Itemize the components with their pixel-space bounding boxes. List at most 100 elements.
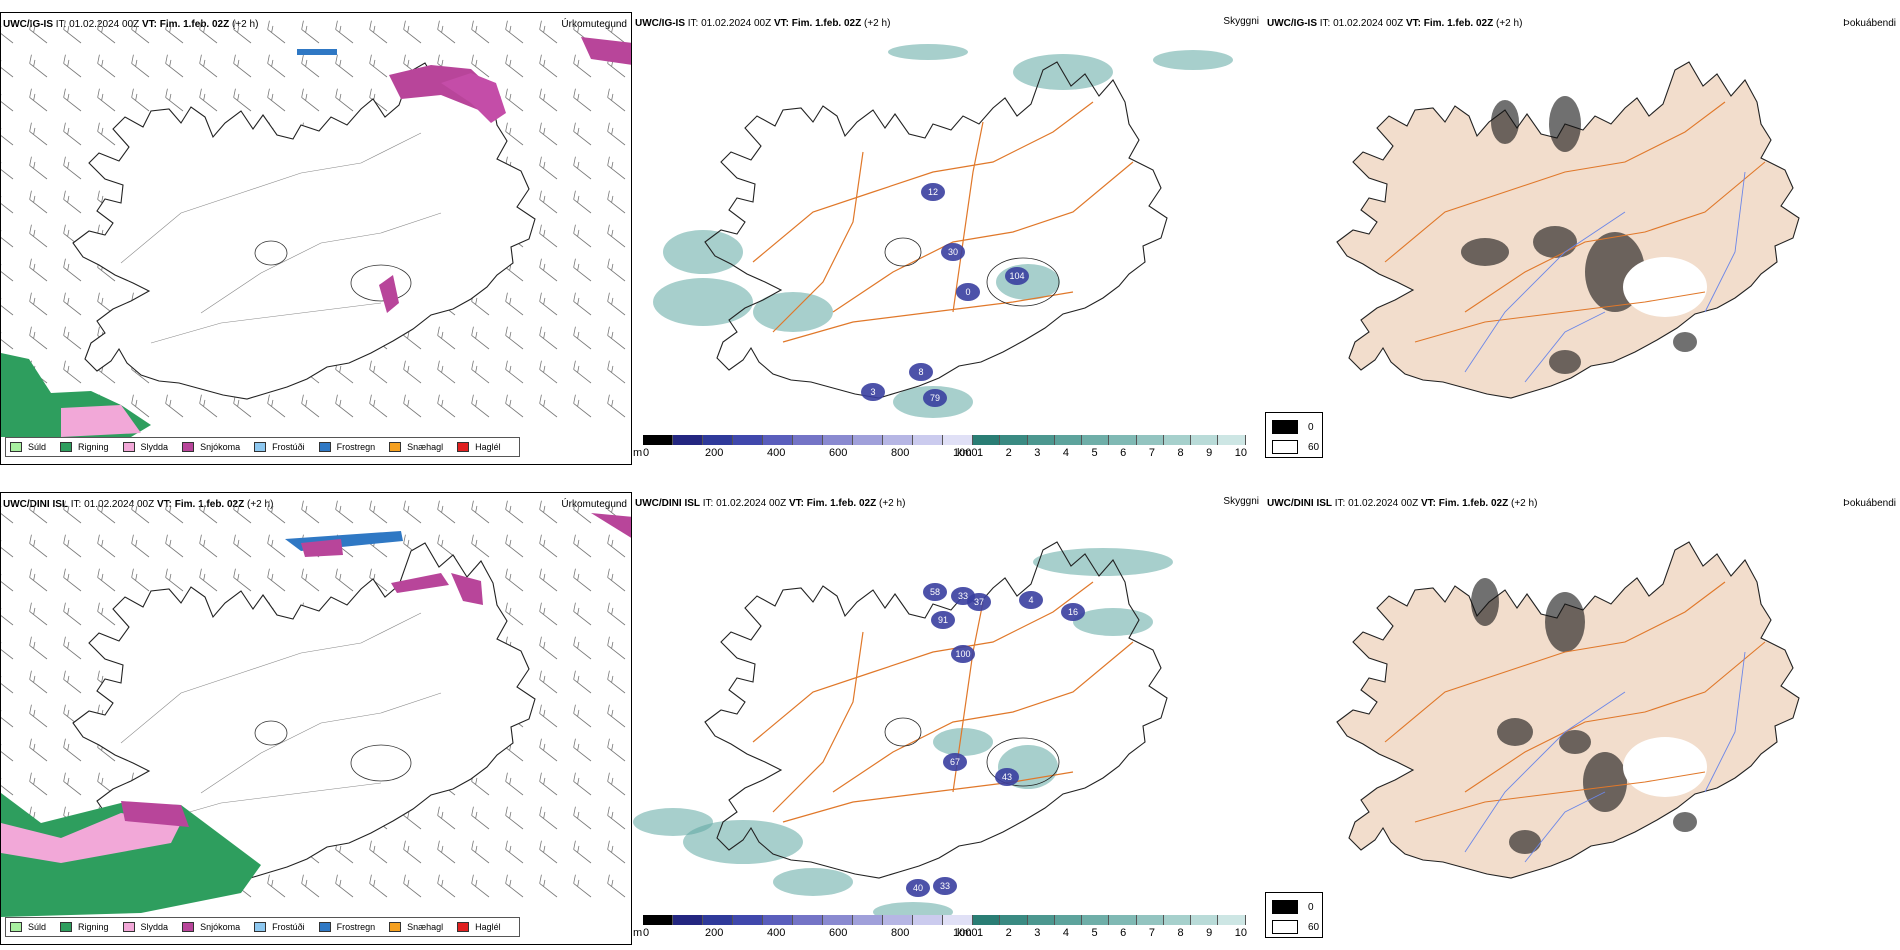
colorbar-tick-label: 800: [891, 927, 910, 939]
cloud-base-label: 16: [1068, 607, 1078, 617]
wind-barb: [607, 636, 626, 660]
wind-barb: [607, 840, 626, 864]
colorbar-unit-label: km: [957, 447, 972, 459]
colorbar-tick-label: 3: [1034, 447, 1041, 459]
colorbar-segment: [943, 435, 973, 445]
wind-barb: [199, 54, 218, 78]
fog-indicator-area: [1545, 592, 1585, 652]
colorbar-tick-label: 200: [705, 447, 724, 459]
legend-item: Frostúði: [254, 922, 305, 932]
wind-barb: [505, 806, 524, 830]
wind-barb: [63, 122, 82, 146]
colorbar-tick-label: 10: [1234, 447, 1247, 459]
wind-barb: [29, 292, 48, 316]
low-visibility-area: [933, 728, 993, 756]
wind-barb: [369, 20, 388, 44]
fog-indicator-area: [1673, 812, 1697, 832]
wind-barb: [301, 394, 320, 418]
fog-indicator-area: [1497, 718, 1533, 746]
colorbar-segment: [1163, 915, 1192, 925]
wind-barb: [539, 156, 558, 180]
wind-barb: [573, 500, 592, 524]
cloud-ceiling-area: [921, 183, 945, 201]
wind-barb: [539, 670, 558, 694]
wind-barb: [437, 326, 456, 350]
wind-barb: [607, 874, 626, 898]
wind-barb: [301, 568, 320, 592]
freezing-rain-area: [297, 49, 337, 55]
colorbar-segment: [823, 915, 853, 925]
legend-swatch: [389, 922, 402, 932]
cloud-base-label: 40: [913, 883, 923, 893]
wind-barb: [1, 607, 14, 626]
visibility-map-bottom: 58 33 37 91 100 4 16 67 43 40 33: [633, 541, 1173, 922]
low-visibility-area: [653, 278, 753, 326]
colorbar-segment: [913, 915, 943, 925]
wind-barb: [165, 20, 184, 44]
legend-swatch: [457, 922, 470, 932]
road-network: [752, 101, 1134, 343]
wind-barb: [199, 500, 218, 524]
legend-swatch: [254, 922, 267, 932]
wind-barb: [539, 258, 558, 282]
wind-barb: [233, 500, 252, 524]
wind-barb: [607, 258, 626, 282]
wind-barb: [607, 88, 626, 112]
wind-barb: [1, 573, 14, 592]
visibility-panel-bottom: UWC/DINI ISL IT: 01.02.2024 00Z VT: Fim.…: [633, 492, 1263, 945]
wind-barb: [233, 568, 252, 592]
wind-barb: [63, 258, 82, 282]
wind-barb: [267, 394, 286, 418]
cloud-base-label: 91: [938, 615, 948, 625]
wind-barb: [573, 88, 592, 112]
wind-barb: [471, 360, 490, 384]
wind-barb: [63, 54, 82, 78]
wind-barb: [573, 806, 592, 830]
wind-barb: [607, 122, 626, 146]
wind-barb: [1, 539, 14, 558]
colorbar-tick-label: 10: [1234, 927, 1247, 939]
glacier-outline: [350, 744, 412, 782]
colorbar-segment: [673, 435, 703, 445]
fog-indicator-area: [1471, 578, 1499, 626]
colorbar-segment: [1000, 915, 1028, 925]
wind-barb: [539, 704, 558, 728]
wind-barb: [267, 54, 286, 78]
cloud-base-label: 43: [1002, 772, 1012, 782]
colorbar-segment: [673, 915, 703, 925]
wind-barb: [63, 292, 82, 316]
colorbar-tick-label: 4: [1062, 447, 1070, 459]
cloud-ceiling-area: [861, 383, 885, 401]
wind-barb: [369, 500, 388, 524]
wind-barb: [267, 568, 286, 592]
wind-barb: [63, 534, 82, 558]
low-visibility-area: [663, 230, 743, 274]
colorbar-segment: [703, 915, 733, 925]
road-network: [752, 581, 1134, 823]
glacier-outline: [884, 237, 922, 267]
wind-barb: [29, 258, 48, 282]
fog-panel-top: UWC/IG-IS IT: 01.02.2024 00Z VT: Fim. 1.…: [1265, 12, 1900, 465]
panel-header: UWC/IG-IS IT: 01.02.2024 00Z VT: Fim. 1.…: [1267, 18, 1523, 29]
colorbar-segment: [853, 435, 883, 445]
field-name: Skyggni: [1223, 16, 1259, 27]
wind-barb: [471, 500, 490, 524]
legend-item: Frostúði: [254, 442, 305, 452]
colorbar-tick-label: 9: [1206, 927, 1213, 939]
wind-barb: [573, 360, 592, 384]
legend-item: Haglél: [457, 922, 501, 932]
colorbar-tick-label: 7: [1148, 927, 1155, 939]
wind-barb: [29, 122, 48, 146]
wind-barb: [471, 806, 490, 830]
legend-label: Haglél: [475, 442, 501, 452]
legend-swatch: [10, 442, 22, 452]
legend-label: Snjókoma: [200, 442, 241, 452]
cloud-ceiling-area: [941, 243, 965, 261]
low-visibility-area: [1073, 608, 1153, 636]
wind-barb: [165, 534, 184, 558]
wind-barb: [573, 840, 592, 864]
fog-indicator-area: [1461, 238, 1509, 266]
colorbar-tick-label: 6: [1120, 927, 1127, 939]
wind-barb: [63, 568, 82, 592]
wind-barb: [471, 394, 490, 418]
